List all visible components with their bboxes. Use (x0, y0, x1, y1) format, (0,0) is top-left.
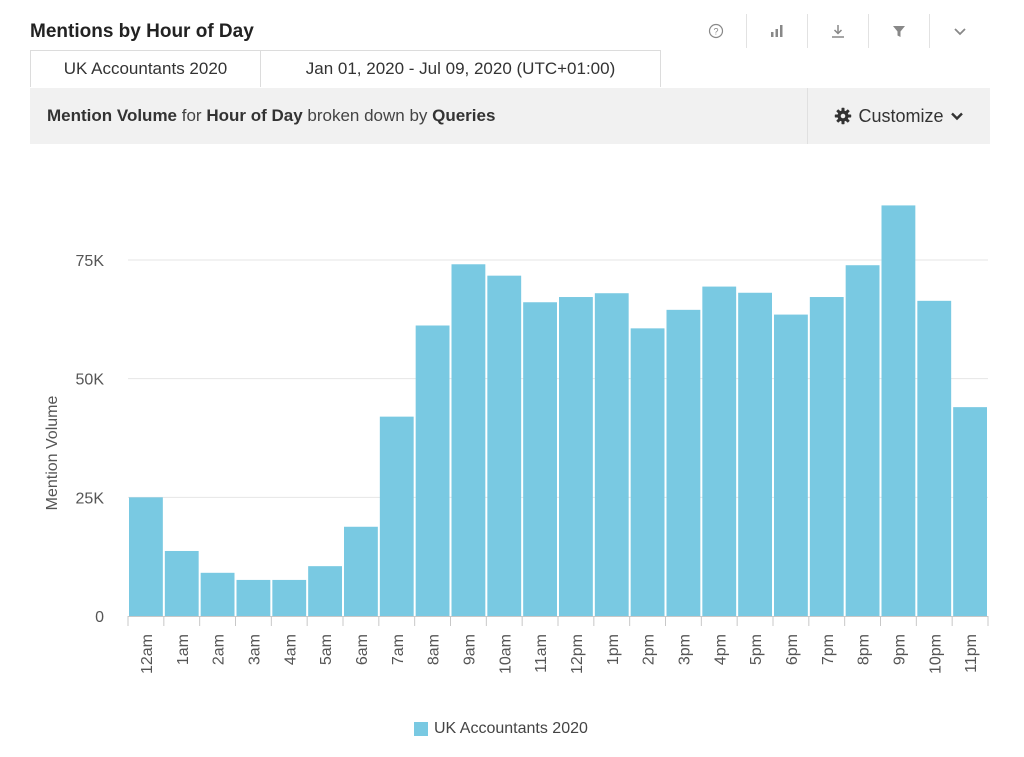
x-tick-label: 8pm (856, 634, 873, 665)
widget-title: Mentions by Hour of Day (30, 21, 254, 42)
x-tick-label: 3pm (676, 634, 693, 665)
x-tick-label: 1pm (605, 634, 622, 665)
x-tick-label: 12pm (569, 634, 586, 674)
widget-toolbar: ? (686, 14, 990, 48)
tab-date-range[interactable]: Jan 01, 2020 - Jul 09, 2020 (UTC+01:00) (261, 51, 661, 87)
x-tick-label: 2am (211, 634, 228, 665)
bar (523, 302, 557, 616)
x-tick-label: 12am (139, 634, 156, 674)
more-button[interactable] (929, 14, 990, 48)
bar (415, 325, 450, 616)
bar (272, 579, 307, 616)
svg-text:?: ? (713, 26, 718, 36)
x-tick-label: 6pm (784, 634, 801, 665)
bar (164, 550, 199, 616)
bar-chart-icon (771, 25, 783, 37)
y-tick-label: 0 (95, 609, 104, 626)
y-tick-label: 75K (76, 253, 105, 270)
widget-header: Mentions by Hour of Day ? (28, 12, 990, 52)
bar (308, 566, 342, 616)
legend-label: UK Accountants 2020 (434, 720, 588, 737)
gear-icon (835, 107, 852, 125)
x-tick-label: 11pm (963, 634, 980, 673)
y-tick-label: 25K (76, 490, 105, 507)
tab-query[interactable]: UK Accountants 2020 (31, 51, 261, 87)
bar (451, 264, 486, 616)
chart-legend[interactable]: UK Accountants 2020 (414, 720, 588, 738)
bar (917, 300, 952, 616)
bar (630, 328, 665, 616)
x-tick-label: 4pm (712, 634, 729, 665)
chart-type-button[interactable] (746, 14, 807, 48)
bar (236, 579, 271, 616)
x-tick-label: 5pm (748, 634, 765, 665)
x-tick-label: 1am (175, 634, 192, 665)
bar (200, 572, 235, 616)
query-tabs: UK Accountants 2020 Jan 01, 2020 - Jul 0… (30, 50, 661, 87)
bar (379, 416, 414, 616)
x-tick-label: 8am (426, 634, 443, 665)
dimension-name: Hour of Day (206, 106, 303, 125)
bar (845, 265, 880, 616)
x-tick-label: 7am (390, 634, 407, 665)
x-tick-label: 3am (246, 634, 263, 665)
x-tick-label: 5am (318, 634, 335, 665)
legend-swatch (414, 722, 428, 736)
download-icon (832, 25, 844, 38)
x-tick-label: 4am (282, 634, 299, 665)
bar (487, 275, 522, 616)
bar (774, 314, 808, 616)
x-tick-label: 10am (497, 634, 514, 674)
bar (809, 297, 844, 616)
help-icon: ? (708, 23, 724, 39)
y-axis-label: Mention Volume (44, 396, 61, 511)
for-text: for (177, 106, 207, 125)
download-button[interactable] (807, 14, 868, 48)
bar (344, 526, 378, 616)
x-tick-label: 9am (461, 634, 478, 665)
bar (559, 297, 593, 616)
help-button[interactable]: ? (686, 14, 746, 48)
bar (738, 292, 772, 616)
filter-button[interactable] (868, 14, 929, 48)
bar-chart: 0 25K 50K 75K Mention Volume 12am 1am 2am 3am 4am… (44, 205, 989, 674)
breakdown-name: Queries (432, 106, 496, 125)
chart-description: Mention Volume for Hour of Day broken do… (47, 106, 495, 126)
x-tick-label: 2pm (641, 634, 658, 665)
x-tick-label: 11am (533, 634, 550, 673)
customize-label: Customize (858, 105, 944, 126)
chevron-down-icon (954, 28, 966, 36)
bar (953, 407, 987, 616)
customize-button[interactable]: Customize (807, 88, 990, 144)
bar (666, 309, 701, 616)
broken-down-text: broken down by (302, 106, 433, 125)
x-tick-label: 9pm (891, 634, 908, 665)
x-tick-label: 10pm (927, 634, 944, 674)
x-tick-label: 6am (354, 634, 371, 665)
bar (702, 286, 737, 616)
chevron-down-icon (950, 112, 963, 121)
x-tick-label: 7pm (820, 634, 837, 665)
bar (129, 497, 163, 616)
y-tick-label: 50K (76, 372, 105, 389)
metric-name: Mention Volume (47, 106, 178, 125)
filter-icon (893, 26, 905, 37)
bar (881, 205, 916, 616)
chart-description-bar: Mention Volume for Hour of Day broken do… (30, 88, 990, 144)
bar (594, 293, 629, 616)
